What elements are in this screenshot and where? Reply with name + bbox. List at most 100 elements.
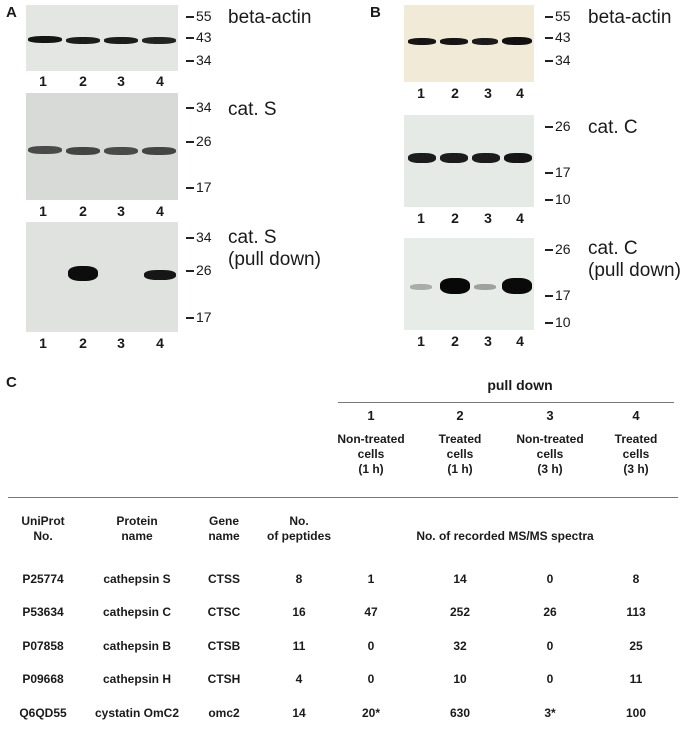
lane-label: 4: [156, 335, 164, 351]
cell-s3: 0: [546, 672, 554, 686]
cell-s4: 11: [629, 672, 643, 686]
cell-s3: 3*: [544, 706, 556, 720]
cell-s1: 47: [364, 605, 378, 619]
lane-label: 2: [79, 73, 87, 89]
lane-label: 3: [484, 333, 492, 349]
lane-label: 2: [451, 210, 459, 226]
cell-protein: cystatin OmC2: [94, 706, 180, 720]
cell-s1: 20*: [361, 706, 381, 720]
cell-s1: 1: [367, 572, 375, 586]
band: [68, 266, 98, 281]
mw-marker: 17: [545, 164, 571, 180]
sample-number: 3: [546, 408, 554, 423]
cell-s4: 113: [626, 605, 646, 619]
lane-label: 1: [417, 85, 425, 101]
blot-label: cat. S: [228, 227, 277, 248]
band: [144, 270, 176, 280]
cell-s4: 25: [629, 639, 643, 653]
lane-label: 4: [516, 210, 524, 226]
band: [472, 153, 500, 163]
band: [408, 153, 436, 163]
band: [66, 37, 100, 44]
blot-b-cat-c-pulldown: [404, 238, 534, 330]
band: [440, 153, 468, 163]
lane-label: 3: [117, 335, 125, 351]
band: [104, 37, 138, 44]
sample-number: 4: [632, 408, 640, 423]
cell-gene: CTSS: [207, 572, 240, 586]
sample-desc: Treated cells (1 h): [438, 432, 482, 476]
band: [440, 278, 470, 294]
cell-protein: cathepsin B: [102, 639, 171, 653]
band: [502, 37, 532, 45]
band: [410, 284, 432, 290]
band: [502, 278, 532, 294]
band: [474, 284, 496, 290]
lane-label: 4: [156, 73, 164, 89]
band: [66, 147, 100, 155]
blot-label-sub: (pull down): [588, 260, 681, 281]
mw-marker: 34: [545, 52, 571, 68]
lane-label: 1: [39, 203, 47, 219]
mw-marker: 17: [186, 179, 212, 195]
blot-a-cat-s: [26, 93, 178, 200]
blot-label-sub: (pull down): [228, 249, 321, 270]
mw-marker: 43: [186, 29, 212, 45]
cell-s1: 0: [367, 639, 375, 653]
mw-marker: 17: [545, 287, 571, 303]
blot-a-cat-s-pulldown: [26, 222, 178, 332]
cell-id: P53634: [22, 605, 64, 619]
band: [472, 38, 498, 45]
band: [142, 147, 176, 155]
sample-desc: Non-treated cells (1 h): [337, 432, 405, 476]
cell-s2: 14: [453, 572, 467, 586]
cell-id: P09668: [22, 672, 64, 686]
cell-s3: 0: [546, 572, 554, 586]
cell-s4: 100: [625, 706, 647, 720]
pulldown-header: pull down: [487, 377, 553, 393]
cell-s3: 26: [543, 605, 557, 619]
cell-gene: CTSC: [207, 605, 241, 619]
header-peptides: No. of peptides: [266, 514, 331, 543]
band: [28, 36, 62, 43]
blot-a-beta-actin: [26, 5, 178, 71]
mw-marker: 26: [186, 262, 212, 278]
cell-s2: 252: [449, 605, 471, 619]
lane-label: 3: [484, 210, 492, 226]
blot-b-beta-actin: [404, 5, 534, 82]
lane-label: 1: [417, 210, 425, 226]
cell-peptides: 4: [295, 672, 303, 686]
lane-label: 3: [117, 73, 125, 89]
cell-s3: 0: [546, 639, 554, 653]
cell-peptides: 8: [295, 572, 303, 586]
blot-label: cat. C: [588, 117, 638, 138]
cell-gene: CTSB: [207, 639, 241, 653]
cell-s1: 0: [367, 672, 375, 686]
mw-marker: 43: [545, 29, 571, 45]
header-uniprot: UniProt No.: [21, 514, 65, 543]
mw-marker: 34: [186, 229, 212, 245]
cell-s2: 32: [453, 639, 467, 653]
lane-label: 4: [516, 85, 524, 101]
divider: [338, 402, 674, 403]
band: [142, 37, 176, 44]
blot-label: cat. S: [228, 99, 277, 120]
cell-protein: cathepsin S: [103, 572, 171, 586]
lane-label: 2: [79, 335, 87, 351]
blot-label: cat. C: [588, 238, 638, 259]
band: [104, 147, 138, 155]
sample-number: 2: [456, 408, 464, 423]
cell-s2: 630: [449, 706, 471, 720]
sample-desc: Treated cells (3 h): [614, 432, 658, 476]
cell-id: P25774: [22, 572, 64, 586]
sample-number: 1: [367, 408, 375, 423]
mw-marker: 55: [186, 8, 212, 24]
cell-id: Q6QD55: [19, 706, 67, 720]
header-spectra: No. of recorded MS/MS spectra: [416, 529, 594, 543]
cell-peptides: 16: [292, 605, 306, 619]
header-gene: Gene name: [208, 514, 240, 543]
lane-label: 4: [156, 203, 164, 219]
lane-label: 2: [79, 203, 87, 219]
panel-letter-a: A: [6, 4, 17, 21]
mw-marker: 17: [186, 309, 212, 325]
